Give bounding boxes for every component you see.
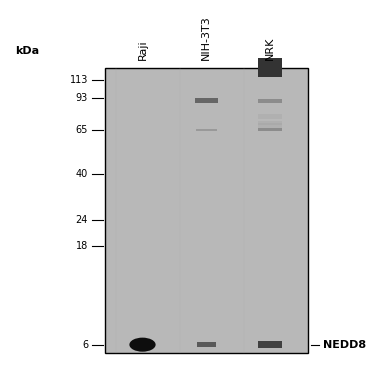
Bar <box>258 58 282 77</box>
Bar <box>196 129 217 131</box>
Text: NRK: NRK <box>265 37 275 60</box>
Bar <box>258 341 282 348</box>
Text: NIH-3T3: NIH-3T3 <box>201 15 211 60</box>
Bar <box>258 121 282 125</box>
Bar <box>258 129 282 132</box>
Text: Raji: Raji <box>138 39 147 60</box>
Bar <box>258 123 282 128</box>
Text: 65: 65 <box>76 125 88 135</box>
Bar <box>258 114 282 119</box>
Bar <box>258 99 282 102</box>
Bar <box>197 342 216 347</box>
Bar <box>105 68 308 352</box>
Text: 24: 24 <box>76 215 88 225</box>
Text: 113: 113 <box>70 75 88 85</box>
Text: 18: 18 <box>76 241 88 250</box>
Ellipse shape <box>129 338 156 352</box>
Text: kDa: kDa <box>15 46 39 56</box>
Bar <box>195 98 217 103</box>
Text: NEDD8: NEDD8 <box>322 340 366 350</box>
Text: 6: 6 <box>82 340 88 350</box>
Text: 93: 93 <box>76 93 88 103</box>
Text: 40: 40 <box>76 169 88 179</box>
